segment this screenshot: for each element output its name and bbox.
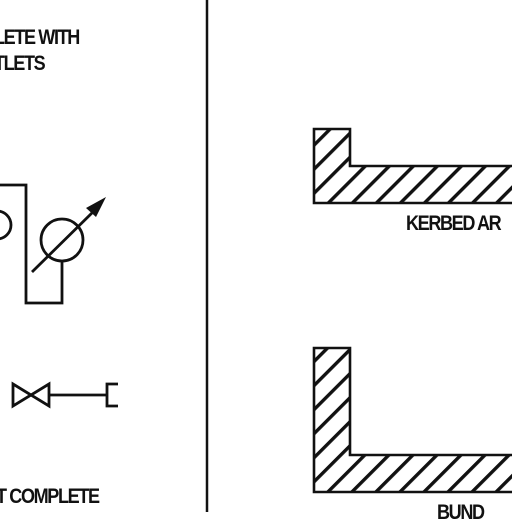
bund-section (312, 346, 512, 494)
gate-valve-icon (11, 381, 107, 409)
bottom-caption: T COMPLETE (0, 485, 100, 508)
bund-label: BUND (437, 501, 485, 524)
diagram-canvas (0, 0, 512, 512)
end-cap-icon (105, 382, 118, 408)
arrow-head (86, 197, 106, 217)
kerbed-area-section (312, 127, 512, 205)
pump-symbol (0, 183, 106, 305)
arrow-icon (31, 207, 98, 273)
piping-loop (0, 183, 64, 305)
circle-icon (0, 209, 13, 241)
kerbed-area-label: KERBED AR (406, 212, 502, 235)
top-caption-line-1: LETE WITH (0, 26, 80, 49)
top-caption-line-2: TLETS (0, 52, 46, 75)
circle-icon (39, 217, 85, 263)
